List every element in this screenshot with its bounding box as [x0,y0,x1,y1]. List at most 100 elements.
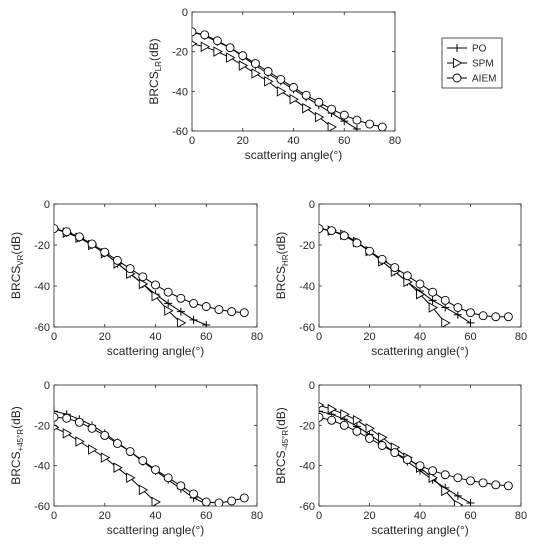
data-point-spm [453,499,464,506]
data-point-aiem [301,90,311,100]
y-tick-label: -40 [34,461,50,473]
data-point-spm [151,290,161,302]
data-point-spm [319,402,325,409]
data-point-spm [365,423,375,434]
x-tick-label: 60 [338,135,350,147]
x-tick-label: 80 [251,331,263,343]
data-point-spm [327,403,338,415]
data-point-aiem [192,27,197,37]
y-tick-label: -20 [299,420,315,432]
x-tick-label: 40 [414,510,426,522]
data-point-aiem [263,67,273,76]
data-point-spm [238,60,249,71]
chart-panel-4: 0 20 40 60 80 0 -20 -40 -60 scattering angle(°) BR… [274,380,527,537]
data-point-spm [314,111,325,123]
y-axis-label: BRCSHR(dB) [274,232,290,300]
data-point-spm [428,472,439,484]
y-tick-label: -20 [172,47,188,59]
data-point-aiem [239,308,249,318]
data-point-aiem [74,232,84,242]
data-point-aiem [227,307,237,317]
data-point-aiem [250,59,260,69]
data-point-spm [54,424,60,431]
plot-area [53,203,258,328]
y-tick-label: -20 [299,240,315,252]
data-point-aiem [239,493,249,503]
data-point-spm [327,121,337,131]
data-point-spm [428,302,439,313]
data-point-aiem [428,466,438,476]
data-point-spm [352,415,363,426]
data-point-po [319,407,323,416]
y-tick-label: 0 [182,7,188,19]
data-point-aiem [319,412,324,422]
data-point-aiem [214,498,224,506]
x-axis-label: scattering angle(°) [107,344,205,358]
x-tick-label: 40 [414,331,426,343]
data-point-po [189,315,198,324]
x-tick-label: 60 [464,510,476,522]
x-tick-label: 60 [464,331,476,343]
y-tick-label: -60 [172,126,188,138]
data-point-aiem [314,97,324,107]
data-point-spm [75,436,85,447]
x-tick-label: 20 [99,510,111,522]
data-point-aiem [491,312,501,322]
data-point-aiem [466,476,475,486]
x-tick-label: 20 [237,135,249,147]
data-point-spm [213,46,223,57]
data-point-aiem [365,246,374,256]
data-point-spm [378,432,388,443]
data-point-aiem [503,481,513,491]
y-axis-label: BRCSLR(dB) [147,38,163,104]
data-point-aiem [163,287,173,297]
data-point-po [164,299,173,308]
x-tick-label: 20 [99,331,111,343]
y-tick-label: -40 [172,86,188,98]
plot-area [191,11,396,132]
data-point-po [441,303,450,312]
x-tick-label: 60 [200,510,212,522]
data-point-spm [100,452,111,463]
y-tick-label: 0 [309,380,315,392]
data-point-aiem [289,82,298,92]
data-point-spm [251,68,261,79]
data-point-aiem [339,420,349,430]
data-point-aiem [377,441,387,450]
y-axis-label: BRCS-45°R(dB) [274,407,290,484]
data-point-aiem [339,110,349,120]
data-point-aiem [201,302,211,311]
x-tick-label: 60 [200,331,212,343]
data-point-aiem [377,122,387,131]
x-tick-label: 0 [316,331,322,343]
data-point-aiem [453,473,463,483]
data-point-aiem [377,254,387,264]
data-point-aiem [163,473,173,483]
data-point-po [466,318,475,327]
data-point-aiem [352,115,362,125]
legend-label-spm: SPM [472,59,494,70]
data-point-aiem [125,447,135,456]
data-point-spm [164,305,174,316]
series-line-aiem [54,228,245,314]
data-point-aiem [176,481,186,491]
data-point-po [352,125,361,131]
data-point-aiem [365,119,375,129]
data-point-aiem [390,448,400,458]
x-tick-label: 80 [515,331,527,343]
data-point-spm [276,86,287,97]
data-point-aiem [327,415,337,425]
data-point-aiem [151,465,160,475]
x-axis-label: scattering angle(°) [371,344,469,358]
y-tick-label: 0 [309,199,315,211]
data-point-aiem [415,279,425,289]
data-point-aiem [62,227,72,237]
x-axis-label: scattering angle(°) [107,523,205,537]
data-point-aiem [62,413,72,423]
plot-area [318,203,522,328]
x-tick-label: 0 [51,331,57,343]
x-tick-label: 0 [189,135,195,147]
data-point-po [176,307,185,316]
data-point-aiem [151,280,160,290]
